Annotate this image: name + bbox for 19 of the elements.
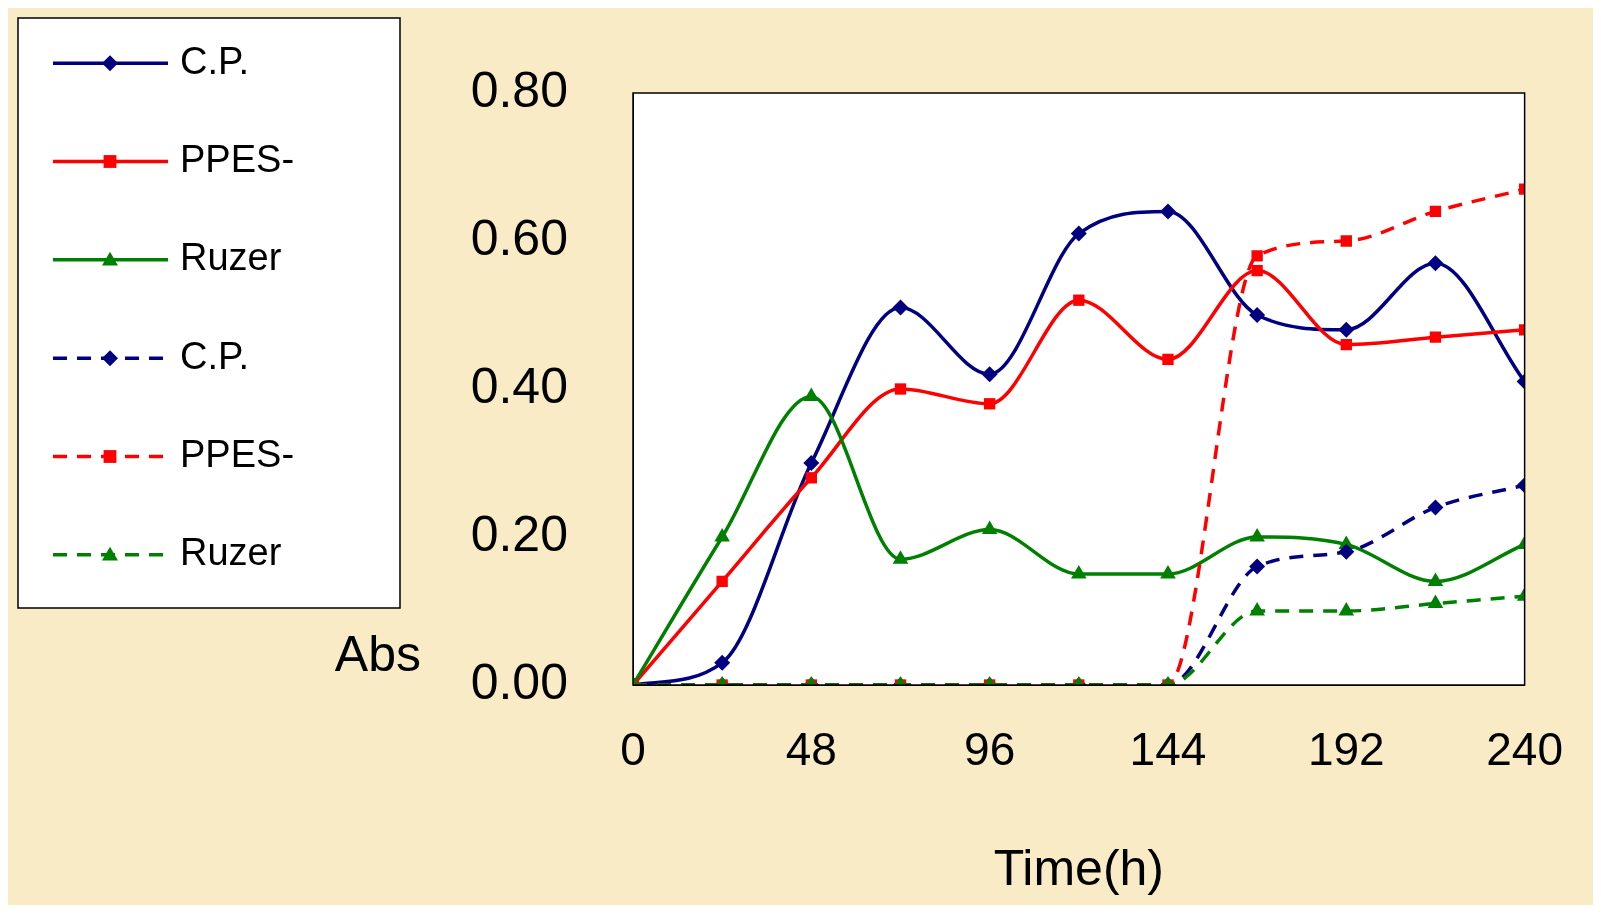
y-tick-label: 0.40 [470,357,568,414]
x-tick-label: 48 [785,723,837,776]
x-axis-title: Time(h) [993,839,1164,896]
y-axis-title: Abs [334,625,421,682]
legend-label: PPES- [180,432,295,475]
legend-label: Ruzer [180,236,282,279]
y-tick-label: 0.00 [470,653,568,710]
legend-label: C.P. [180,39,250,82]
y-tick-label: 0.80 [470,61,568,118]
legend-label: C.P. [180,334,250,377]
x-tick-label: 0 [620,723,646,776]
legend-label: Ruzer [180,531,282,574]
x-tick-label: 96 [964,723,1016,776]
x-tick-label: 240 [1486,723,1563,776]
y-tick-label: 0.20 [470,505,568,562]
y-tick-label: 0.60 [470,209,568,266]
x-tick-label: 192 [1307,723,1385,776]
x-tick-label: 144 [1129,723,1207,776]
legend-label: PPES- [180,137,295,180]
